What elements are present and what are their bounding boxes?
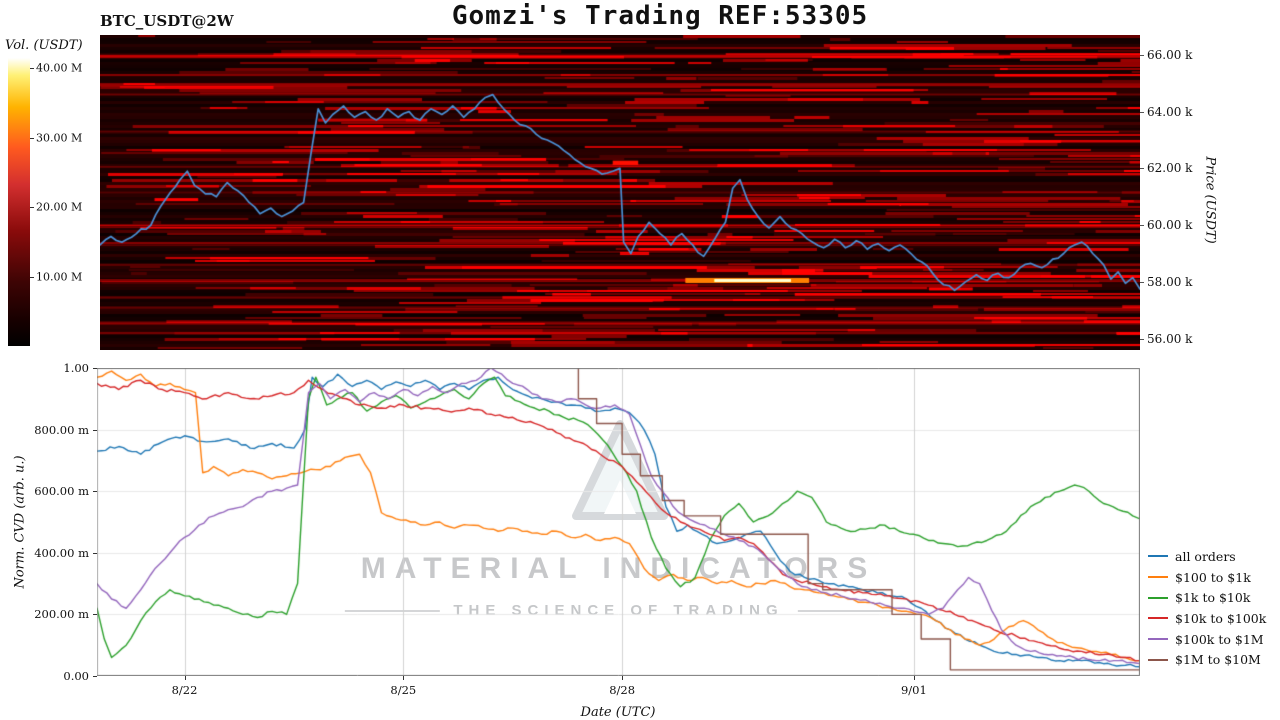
date-x-tick-label: 8/22 xyxy=(171,683,198,697)
price-tick-label: 60.00 k xyxy=(1147,218,1193,233)
legend-item: $10k to $100k xyxy=(1148,608,1266,629)
price-tick xyxy=(1140,281,1144,283)
price-tick-label: 62.00 k xyxy=(1147,161,1193,176)
date-x-tick xyxy=(622,676,624,680)
legend-item: $100k to $1M xyxy=(1148,629,1266,650)
volume-colorbar xyxy=(8,58,30,346)
price-tick-label: 64.00 k xyxy=(1147,104,1193,119)
legend-swatch xyxy=(1148,638,1168,641)
cvd-chart-canvas xyxy=(97,368,1140,676)
colorbar-tick-label: 30.00 M xyxy=(36,131,83,145)
colorbar-tick-label: 10.00 M xyxy=(36,270,83,284)
cvd-y-tick xyxy=(93,676,97,677)
page-title: Gomzi's Trading REF:53305 xyxy=(451,1,869,31)
price-tick-label: 58.00 k xyxy=(1147,274,1193,289)
cvd-y-tick-label: 0.00 xyxy=(63,669,89,683)
date-x-tick xyxy=(403,676,405,680)
colorbar-tick xyxy=(30,68,34,70)
cvd-y-tick-label: 800.00 m xyxy=(34,422,89,437)
liquidity-heatmap xyxy=(100,35,1140,350)
cvd-y-tick-label: 400.00 m xyxy=(34,545,89,560)
legend-item: $1k to $10k xyxy=(1148,587,1266,608)
legend-swatch xyxy=(1148,555,1168,558)
colorbar-title: Vol. (USDT) xyxy=(5,38,83,53)
price-tick xyxy=(1140,168,1144,170)
cvd-y-axis-title: Norm. CVD (arb. u.) xyxy=(12,455,28,589)
colorbar-tick xyxy=(30,137,34,139)
cvd-y-tick xyxy=(93,491,97,493)
price-tick xyxy=(1140,225,1144,227)
legend-label: $100k to $1M xyxy=(1175,631,1264,647)
price-tick xyxy=(1140,111,1144,113)
legend-item: $1M to $10M xyxy=(1148,649,1266,670)
date-x-tick xyxy=(913,676,915,680)
legend-item: all orders xyxy=(1148,546,1266,567)
cvd-y-tick-label: 200.00 m xyxy=(34,607,89,622)
legend-label: $100 to $1k xyxy=(1175,569,1251,585)
date-x-tick-label: 8/25 xyxy=(390,683,417,697)
price-tick-label: 66.00 k xyxy=(1147,47,1193,62)
price-tick-label: 56.00 k xyxy=(1147,331,1193,346)
date-axis-title: Date (UTC) xyxy=(580,705,656,720)
date-x-tick-label: 8/28 xyxy=(609,683,636,697)
price-tick xyxy=(1140,54,1144,56)
colorbar-tick-label: 20.00 M xyxy=(36,200,83,214)
legend-label: $1k to $10k xyxy=(1175,590,1251,606)
legend-label: all orders xyxy=(1175,548,1236,564)
cvd-y-tick xyxy=(93,614,97,616)
colorbar-tick-label: 40.00 M xyxy=(36,61,83,75)
legend-swatch xyxy=(1148,658,1168,661)
legend-swatch xyxy=(1148,576,1168,579)
symbol-label: BTC_USDT@2W xyxy=(100,12,234,30)
cvd-y-tick-label: 1.00 xyxy=(63,361,89,375)
cvd-y-tick-label: 600.00 m xyxy=(34,484,89,499)
legend-swatch xyxy=(1148,617,1168,620)
colorbar-tick xyxy=(30,276,34,278)
date-x-tick xyxy=(184,676,186,680)
legend-swatch xyxy=(1148,596,1168,599)
cvd-y-tick xyxy=(93,429,97,431)
legend: all orders $100 to $1k $1k to $10k $10k to … xyxy=(1148,546,1266,670)
cvd-y-tick xyxy=(93,552,97,554)
colorbar-tick xyxy=(30,207,34,209)
legend-label: $10k to $100k xyxy=(1175,610,1267,626)
liquidity-heatmap-canvas xyxy=(100,35,1140,350)
price-tick xyxy=(1140,338,1144,340)
cvd-chart: MATERIAL INDICATORS THE SCIENCE OF TRADI… xyxy=(97,368,1140,676)
legend-item: $100 to $1k xyxy=(1148,567,1266,588)
date-x-tick-label: 9/01 xyxy=(900,683,927,697)
legend-label: $1M to $10M xyxy=(1175,652,1261,668)
price-axis-title: Price (USDT) xyxy=(1202,156,1218,244)
cvd-y-tick xyxy=(93,368,97,369)
